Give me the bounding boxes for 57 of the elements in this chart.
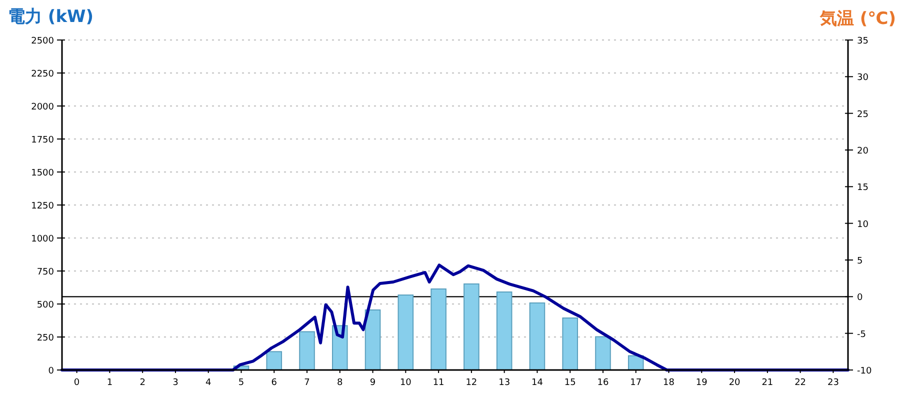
x-tick-label: 6 (271, 378, 278, 388)
x-tick-label: 15 (564, 378, 576, 388)
y-tick-label: 2000 (31, 102, 54, 112)
y-tick-label: 0 (48, 366, 54, 376)
y2-tick-label: 35 (857, 36, 868, 46)
y-tick-label: 1000 (31, 234, 54, 244)
x-tick-label: 7 (304, 378, 310, 388)
bar (529, 302, 546, 370)
x-tick-label: 9 (370, 378, 376, 388)
bar (430, 288, 446, 370)
x-tick-label: 21 (762, 378, 774, 388)
y-tick-label: 1250 (31, 202, 54, 212)
x-tick-label: 14 (531, 378, 544, 388)
y2-tick-label: 10 (857, 220, 869, 230)
y2-tick-label: 15 (857, 183, 868, 194)
y2-tick-label: -10 (857, 366, 872, 376)
y-tick-label: 500 (36, 300, 54, 310)
x-tick-label: 10 (400, 378, 412, 388)
x-tick-label: 8 (337, 378, 344, 388)
y2-axis-title: 気温 (℃) (818, 9, 896, 29)
x-tick-label: 12 (466, 378, 478, 388)
y-axis-title: 電力 (kW) (8, 7, 94, 27)
y-tick-label: 750 (36, 268, 54, 278)
y2-tick-label: -5 (857, 330, 866, 340)
bar (398, 294, 414, 370)
y2-tick-label: 20 (857, 146, 869, 156)
x-tick-label: 11 (432, 378, 444, 388)
y-tick-label: 250 (36, 334, 54, 344)
x-tick-label: 2 (140, 378, 146, 388)
y-tick-label: 2500 (31, 36, 54, 46)
x-tick-label: 16 (597, 378, 609, 388)
x-tick-label: 19 (696, 378, 708, 388)
x-tick-label: 13 (498, 378, 510, 388)
bar (496, 291, 512, 370)
bar (595, 336, 611, 370)
y-tick-label: 1750 (31, 136, 54, 146)
bar (464, 283, 480, 370)
bar (266, 351, 282, 370)
x-tick-label: 23 (827, 378, 839, 388)
y2-tick-label: 0 (857, 293, 863, 304)
y2-tick-label: 5 (857, 256, 863, 266)
x-tick-label: 4 (205, 378, 212, 388)
x-tick-label: 18 (663, 378, 675, 388)
bar (364, 309, 381, 370)
x-tick-label: 17 (630, 378, 642, 388)
x-tick-label: 0 (74, 378, 80, 388)
y-tick-label: 1500 (31, 168, 54, 178)
x-tick-label: 5 (238, 378, 244, 388)
y2-tick-label: 25 (857, 110, 868, 120)
x-tick-label: 1 (106, 378, 113, 388)
bar (299, 331, 315, 370)
x-tick-label: 20 (728, 378, 741, 388)
bar (562, 317, 578, 370)
y-tick-label: 2250 (31, 70, 54, 80)
y2-tick-label: 30 (857, 73, 869, 84)
x-tick-label: 3 (172, 378, 178, 388)
x-tick-label: 22 (794, 378, 806, 388)
